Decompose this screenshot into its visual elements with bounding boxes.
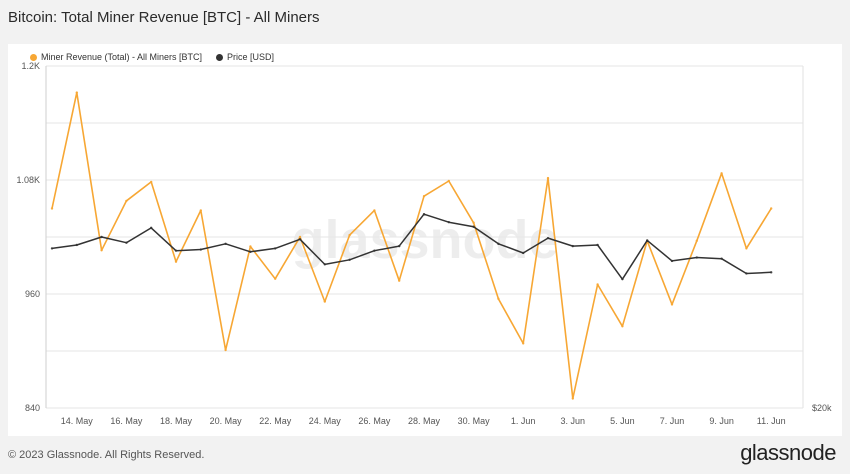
copyright-text: © 2023 Glassnode. All Rights Reserved. xyxy=(8,449,205,461)
price-point xyxy=(522,251,525,255)
legend-item-revenue[interactable]: Miner Revenue (Total) - All Miners [BTC] xyxy=(30,52,202,62)
price-point xyxy=(596,243,599,247)
x-tick-label: 22. May xyxy=(259,416,292,426)
chart-title: Bitcoin: Total Miner Revenue [BTC] - All… xyxy=(8,9,320,26)
legend-revenue-label: Miner Revenue (Total) - All Miners [BTC] xyxy=(41,52,203,62)
x-tick-label: 11. Jun xyxy=(757,416,786,426)
x-tick-label: 14. May xyxy=(61,416,94,426)
price-point xyxy=(472,225,475,228)
revenue-point xyxy=(249,245,252,248)
price-point xyxy=(373,249,376,252)
price-point xyxy=(50,247,54,250)
revenue-point xyxy=(199,209,202,212)
series-revenue-line xyxy=(51,91,772,400)
price-point xyxy=(422,213,426,216)
revenue-point xyxy=(75,91,79,94)
price-point xyxy=(199,248,202,251)
series-price-line xyxy=(51,213,772,280)
revenue-point xyxy=(596,283,599,286)
price-point xyxy=(770,271,773,274)
revenue-point xyxy=(770,207,773,210)
price-point xyxy=(348,258,351,261)
price-point xyxy=(447,220,450,224)
revenue-point xyxy=(745,247,748,250)
revenue-point xyxy=(274,277,277,280)
revenue-point xyxy=(720,172,723,175)
revenue-point xyxy=(348,233,351,237)
revenue-point xyxy=(398,279,401,282)
x-tick-label: 18. May xyxy=(160,416,193,426)
revenue-point xyxy=(422,194,426,198)
price-point xyxy=(546,236,550,240)
price-point xyxy=(720,257,723,260)
price-point xyxy=(398,244,401,248)
price-point xyxy=(298,238,302,241)
x-tick-label: 26. May xyxy=(358,416,391,426)
revenue-point xyxy=(100,249,103,252)
legend-item-price[interactable]: Price [USD] xyxy=(216,52,274,62)
x-tick-label: 16. May xyxy=(110,416,143,426)
legend-price-label: Price [USD] xyxy=(227,52,275,62)
revenue-point xyxy=(546,176,550,180)
revenue-point xyxy=(670,303,674,306)
x-tick-label: 30. May xyxy=(458,416,491,426)
revenue-point xyxy=(224,348,227,352)
revenue-point xyxy=(373,209,376,212)
price-point xyxy=(249,250,252,254)
price-point xyxy=(224,242,227,246)
y-right-tick-label: $20k xyxy=(812,403,832,413)
price-point xyxy=(100,235,103,239)
y-tick-label: 840 xyxy=(25,403,40,413)
revenue-point xyxy=(447,179,450,183)
price-point xyxy=(621,277,624,281)
price-point xyxy=(125,241,128,244)
revenue-point xyxy=(695,239,698,242)
legend-revenue-marker xyxy=(30,53,37,61)
price-point xyxy=(497,242,500,246)
watermark-text: glassnode xyxy=(291,210,558,270)
revenue-point xyxy=(174,260,178,263)
revenue-point xyxy=(497,297,500,300)
revenue-point xyxy=(50,207,54,210)
revenue-point xyxy=(323,300,326,303)
y-tick-label: 1.08K xyxy=(16,175,40,185)
chart-panel xyxy=(8,44,842,436)
price-point xyxy=(745,272,748,275)
brand-logo-text: glassnode xyxy=(740,440,836,465)
revenue-point xyxy=(472,221,475,224)
revenue-point xyxy=(621,325,624,328)
price-point xyxy=(323,263,326,266)
legend-price-marker xyxy=(216,53,224,61)
price-point xyxy=(150,226,153,230)
price-point xyxy=(174,249,178,252)
x-tick-label: 28. May xyxy=(408,416,441,426)
price-point xyxy=(274,247,277,250)
y-tick-label: 960 xyxy=(25,289,40,299)
x-tick-label: 20. May xyxy=(210,416,243,426)
x-tick-label: 7. Jun xyxy=(660,416,685,426)
legend: Miner Revenue (Total) - All Miners [BTC]… xyxy=(30,52,274,62)
price-point xyxy=(695,256,698,259)
revenue-point xyxy=(298,235,302,239)
x-tick-label: 24. May xyxy=(309,416,342,426)
x-tick-label: 1. Jun xyxy=(511,416,536,426)
price-point xyxy=(670,259,674,263)
x-tick-label: 9. Jun xyxy=(709,416,734,426)
revenue-point xyxy=(150,180,153,184)
revenue-point xyxy=(125,199,128,203)
price-point xyxy=(646,239,649,242)
x-tick-label: 3. Jun xyxy=(561,416,586,426)
y-tick-label: 1.2K xyxy=(21,61,40,71)
revenue-point xyxy=(571,397,574,400)
revenue-point xyxy=(522,342,525,345)
price-point xyxy=(75,243,79,247)
x-tick-label: 5. Jun xyxy=(610,416,635,426)
price-point xyxy=(571,244,574,248)
